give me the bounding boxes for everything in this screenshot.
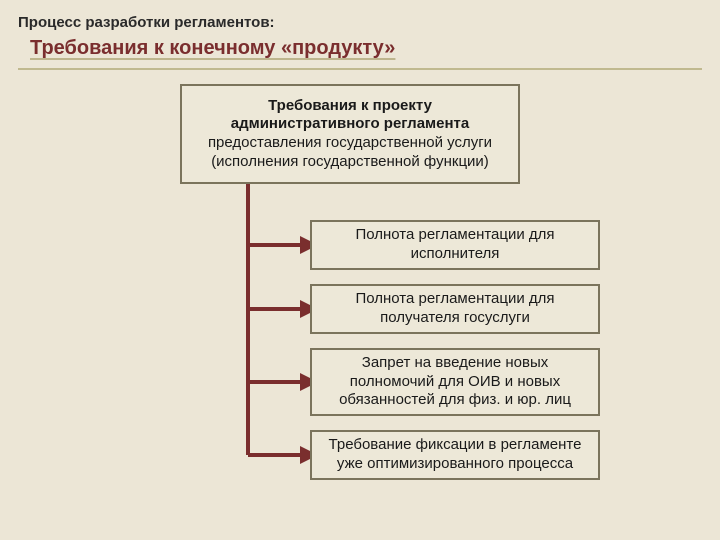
item-box: Полнота регламентации для получателя гос…	[310, 284, 600, 334]
item-text: Запрет на введение новых полномочий для …	[322, 354, 588, 410]
item-box: Полнота регламентации для исполнителя	[310, 220, 600, 270]
item-text: Требование фиксации в регламенте уже опт…	[322, 436, 588, 474]
root-line4: (исполнения государственной функции)	[211, 153, 489, 172]
root-line1: Требования к проекту	[268, 97, 432, 116]
page-title: Требования к конечному «продукту»	[30, 37, 702, 62]
diagram-canvas: Требования к проекту административного р…	[0, 70, 720, 530]
root-box: Требования к проекту административного р…	[180, 84, 520, 184]
item-box: Запрет на введение новых полномочий для …	[310, 348, 600, 416]
root-line2: административного регламента	[231, 115, 469, 134]
item-text: Полнота регламентации для получателя гос…	[322, 290, 588, 328]
item-box: Требование фиксации в регламенте уже опт…	[310, 430, 600, 480]
root-line3: предоставления государственной услуги	[208, 134, 492, 153]
item-text: Полнота регламентации для исполнителя	[322, 226, 588, 264]
pretitle: Процесс разработки регламентов:	[18, 14, 702, 31]
